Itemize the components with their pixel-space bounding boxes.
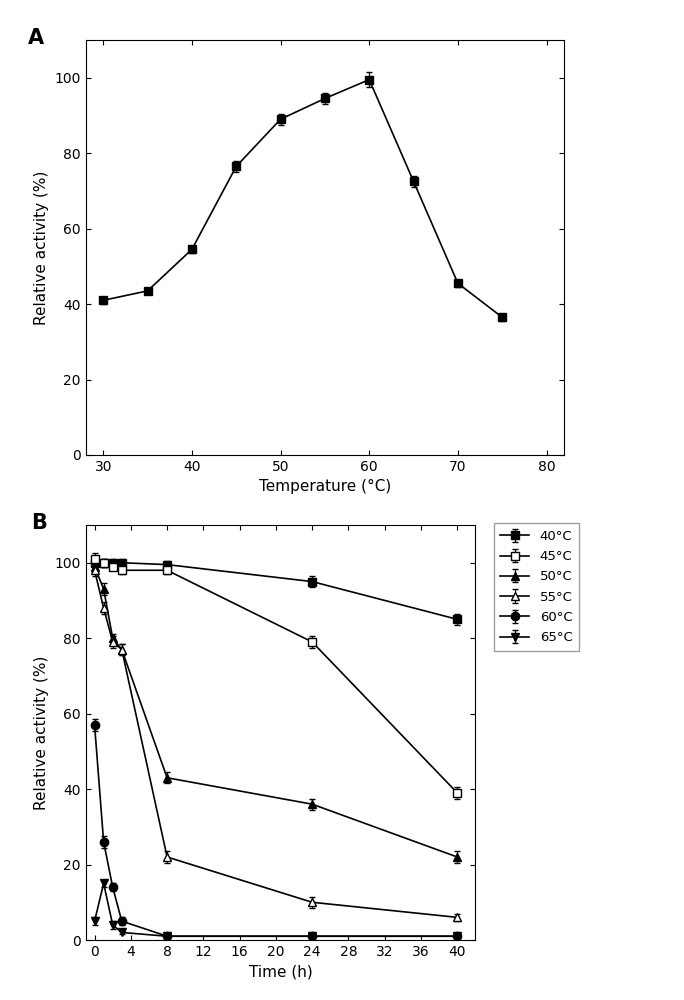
X-axis label: Time (h): Time (h) <box>248 964 313 979</box>
Y-axis label: Relative activity (%): Relative activity (%) <box>34 655 49 810</box>
Legend: 40°C, 45°C, 50°C, 55°C, 60°C, 65°C: 40°C, 45°C, 50°C, 55°C, 60°C, 65°C <box>494 523 579 651</box>
Y-axis label: Relative activity (%): Relative activity (%) <box>34 170 49 325</box>
Text: A: A <box>28 28 44 48</box>
Text: B: B <box>31 513 47 533</box>
X-axis label: Temperature (°C): Temperature (°C) <box>259 479 391 494</box>
